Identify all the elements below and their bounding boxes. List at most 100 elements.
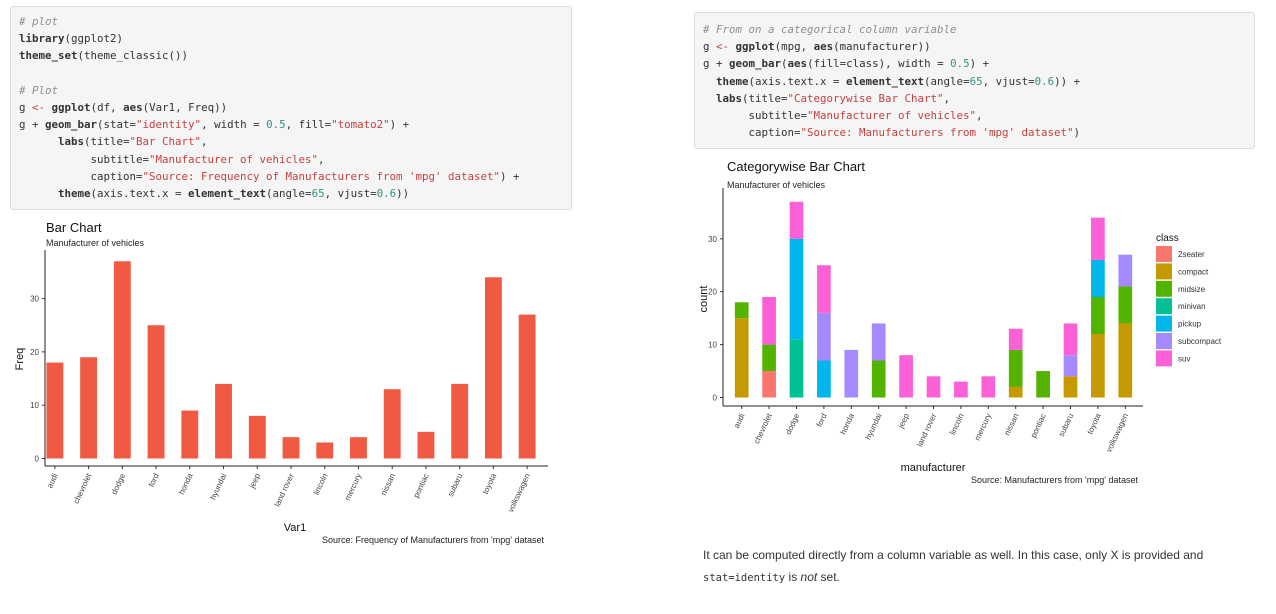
code-token: subtitle= bbox=[703, 108, 808, 122]
code-token: 0.6 bbox=[1034, 74, 1055, 88]
x-tick-label: nissan bbox=[379, 472, 397, 497]
x-tick-label: chevrolet bbox=[752, 411, 774, 445]
code-token: "identity" bbox=[136, 118, 202, 132]
code-token: , bbox=[201, 135, 208, 149]
code-token: "Manufacturer of vehicles" bbox=[149, 152, 319, 166]
code-token: g + bbox=[19, 118, 46, 132]
bar-segment-subaru-compact bbox=[1063, 376, 1078, 398]
bar-segment-nissan-suv bbox=[1008, 328, 1023, 350]
code-token: 0.5 bbox=[950, 57, 970, 71]
code-token: (angle= bbox=[266, 186, 312, 200]
bar-audi bbox=[46, 362, 64, 459]
code-token: (mpg, bbox=[774, 40, 814, 54]
x-tick-label: chevrolet bbox=[72, 471, 94, 505]
code-token: labs bbox=[19, 135, 85, 149]
bar-segment-hyundai-subcompact bbox=[871, 323, 886, 361]
bar-segment-toyota-midsize bbox=[1091, 296, 1105, 335]
bar-segment-subaru-suv bbox=[1063, 323, 1078, 356]
x-tick-label: ford bbox=[815, 412, 829, 428]
code-token: "Bar Chart" bbox=[129, 135, 202, 149]
code-token: theme bbox=[703, 74, 749, 88]
x-tick-label: pontiac bbox=[1029, 412, 1048, 439]
emphasis: not bbox=[800, 570, 818, 584]
code-token: g + bbox=[703, 57, 730, 71]
code-token: (title= bbox=[84, 135, 130, 149]
code-token: (df, bbox=[90, 100, 124, 114]
code-line: g <- ggplot(df, aes(Var1, Freq)) bbox=[19, 99, 571, 116]
code-token: 65 bbox=[311, 186, 325, 200]
y-tick-label: 10 bbox=[30, 401, 39, 410]
bar-jeep bbox=[248, 415, 266, 459]
code-token: , vjust= bbox=[982, 74, 1035, 88]
paragraph-text: It can be computed directly from a colum… bbox=[703, 548, 1204, 562]
code-line: # plot bbox=[19, 13, 571, 30]
code-token: (ggplot2) bbox=[64, 32, 124, 46]
bar-chart: Bar Chart Manufacturer of vehicles Freq … bbox=[14, 220, 548, 545]
y-tick-label: 20 bbox=[30, 348, 39, 357]
code-token: (angle= bbox=[924, 74, 970, 88]
legend-swatch bbox=[1156, 350, 1172, 367]
legend-title: class bbox=[1156, 233, 1179, 244]
code-token: # plot bbox=[19, 15, 59, 28]
code-line: # Plot bbox=[19, 82, 571, 99]
code-token: ) bbox=[1073, 126, 1081, 140]
x-tick-label: lincoln bbox=[948, 412, 966, 436]
code-token: (title= bbox=[742, 91, 788, 105]
bar-nissan bbox=[383, 389, 401, 459]
legend-label: minivan bbox=[1178, 302, 1206, 311]
x-tick-label: nissan bbox=[1003, 412, 1021, 437]
code-token: , fill= bbox=[285, 118, 332, 132]
bar-segment-ford-subcompact bbox=[817, 312, 831, 361]
x-tick-label: honda bbox=[177, 472, 195, 496]
bar-segment-pontiac-midsize bbox=[1036, 371, 1050, 398]
bar-segment-audi-midsize bbox=[734, 302, 749, 319]
code-token: g bbox=[703, 40, 717, 54]
x-tick-label: mercury bbox=[973, 412, 993, 442]
bar-segment-volkswagen-compact bbox=[1118, 323, 1133, 398]
code-token: # Plot bbox=[19, 83, 59, 97]
bar-segment-ford-pickup bbox=[817, 360, 831, 398]
code-token: element_text bbox=[188, 186, 267, 200]
x-tick-label: ford bbox=[147, 472, 161, 488]
x-tick-label: jeep bbox=[247, 472, 262, 491]
code-token: "Source: Frequency of Manufacturers from… bbox=[142, 169, 501, 183]
code-token: (axis.text.x = bbox=[748, 74, 847, 88]
stacked-bar-chart: Categorywise Bar Chart Manufacturer of v… bbox=[698, 159, 1222, 485]
code-token: aes bbox=[813, 40, 834, 54]
bar-segment-subaru-subcompact bbox=[1063, 355, 1078, 377]
code-token: subtitle= bbox=[19, 152, 150, 166]
paragraph-text: is bbox=[785, 570, 801, 584]
y-tick-label: 20 bbox=[708, 288, 717, 297]
code-token: <- bbox=[716, 40, 730, 54]
x-tick-label: honda bbox=[839, 412, 857, 436]
code-token: (stat= bbox=[97, 118, 137, 132]
bar-segment-mercury-suv bbox=[981, 376, 996, 398]
code-token: caption= bbox=[19, 169, 143, 183]
code-token: , vjust= bbox=[324, 186, 377, 200]
x-tick-label: hyundai bbox=[864, 412, 884, 441]
bar-hyundai bbox=[215, 383, 232, 459]
x-axis-label: manufacturer bbox=[901, 462, 966, 474]
x-tick-label: volkswagen bbox=[1104, 412, 1130, 454]
x-tick-label: subaru bbox=[1057, 412, 1075, 438]
bar-segment-dodge-suv bbox=[789, 201, 804, 239]
y-tick-label: 30 bbox=[30, 295, 39, 304]
bar-segment-dodge-pickup bbox=[789, 238, 804, 340]
code-line bbox=[19, 65, 571, 82]
y-tick-label: 10 bbox=[708, 341, 717, 350]
code-token: theme bbox=[19, 186, 91, 200]
code-token: ) + bbox=[500, 169, 520, 183]
code-line: theme(axis.text.x = element_text(angle=6… bbox=[19, 185, 571, 202]
code-token: (theme_classic()) bbox=[77, 49, 189, 63]
legend-swatch bbox=[1156, 280, 1172, 297]
bar-ford bbox=[147, 325, 165, 459]
x-tick-label: dodge bbox=[784, 412, 802, 436]
x-tick-label: land rover bbox=[915, 412, 938, 448]
code-token: ( bbox=[781, 57, 788, 71]
x-tick-label: subaru bbox=[446, 472, 464, 498]
code-token: ) + bbox=[389, 118, 410, 132]
legend-swatch bbox=[1156, 333, 1172, 349]
code-token: "Manufacturer of vehicles" bbox=[807, 108, 977, 122]
code-line: labs(title="Categorywise Bar Chart", bbox=[703, 90, 1254, 107]
bar-lincoln bbox=[316, 442, 334, 459]
